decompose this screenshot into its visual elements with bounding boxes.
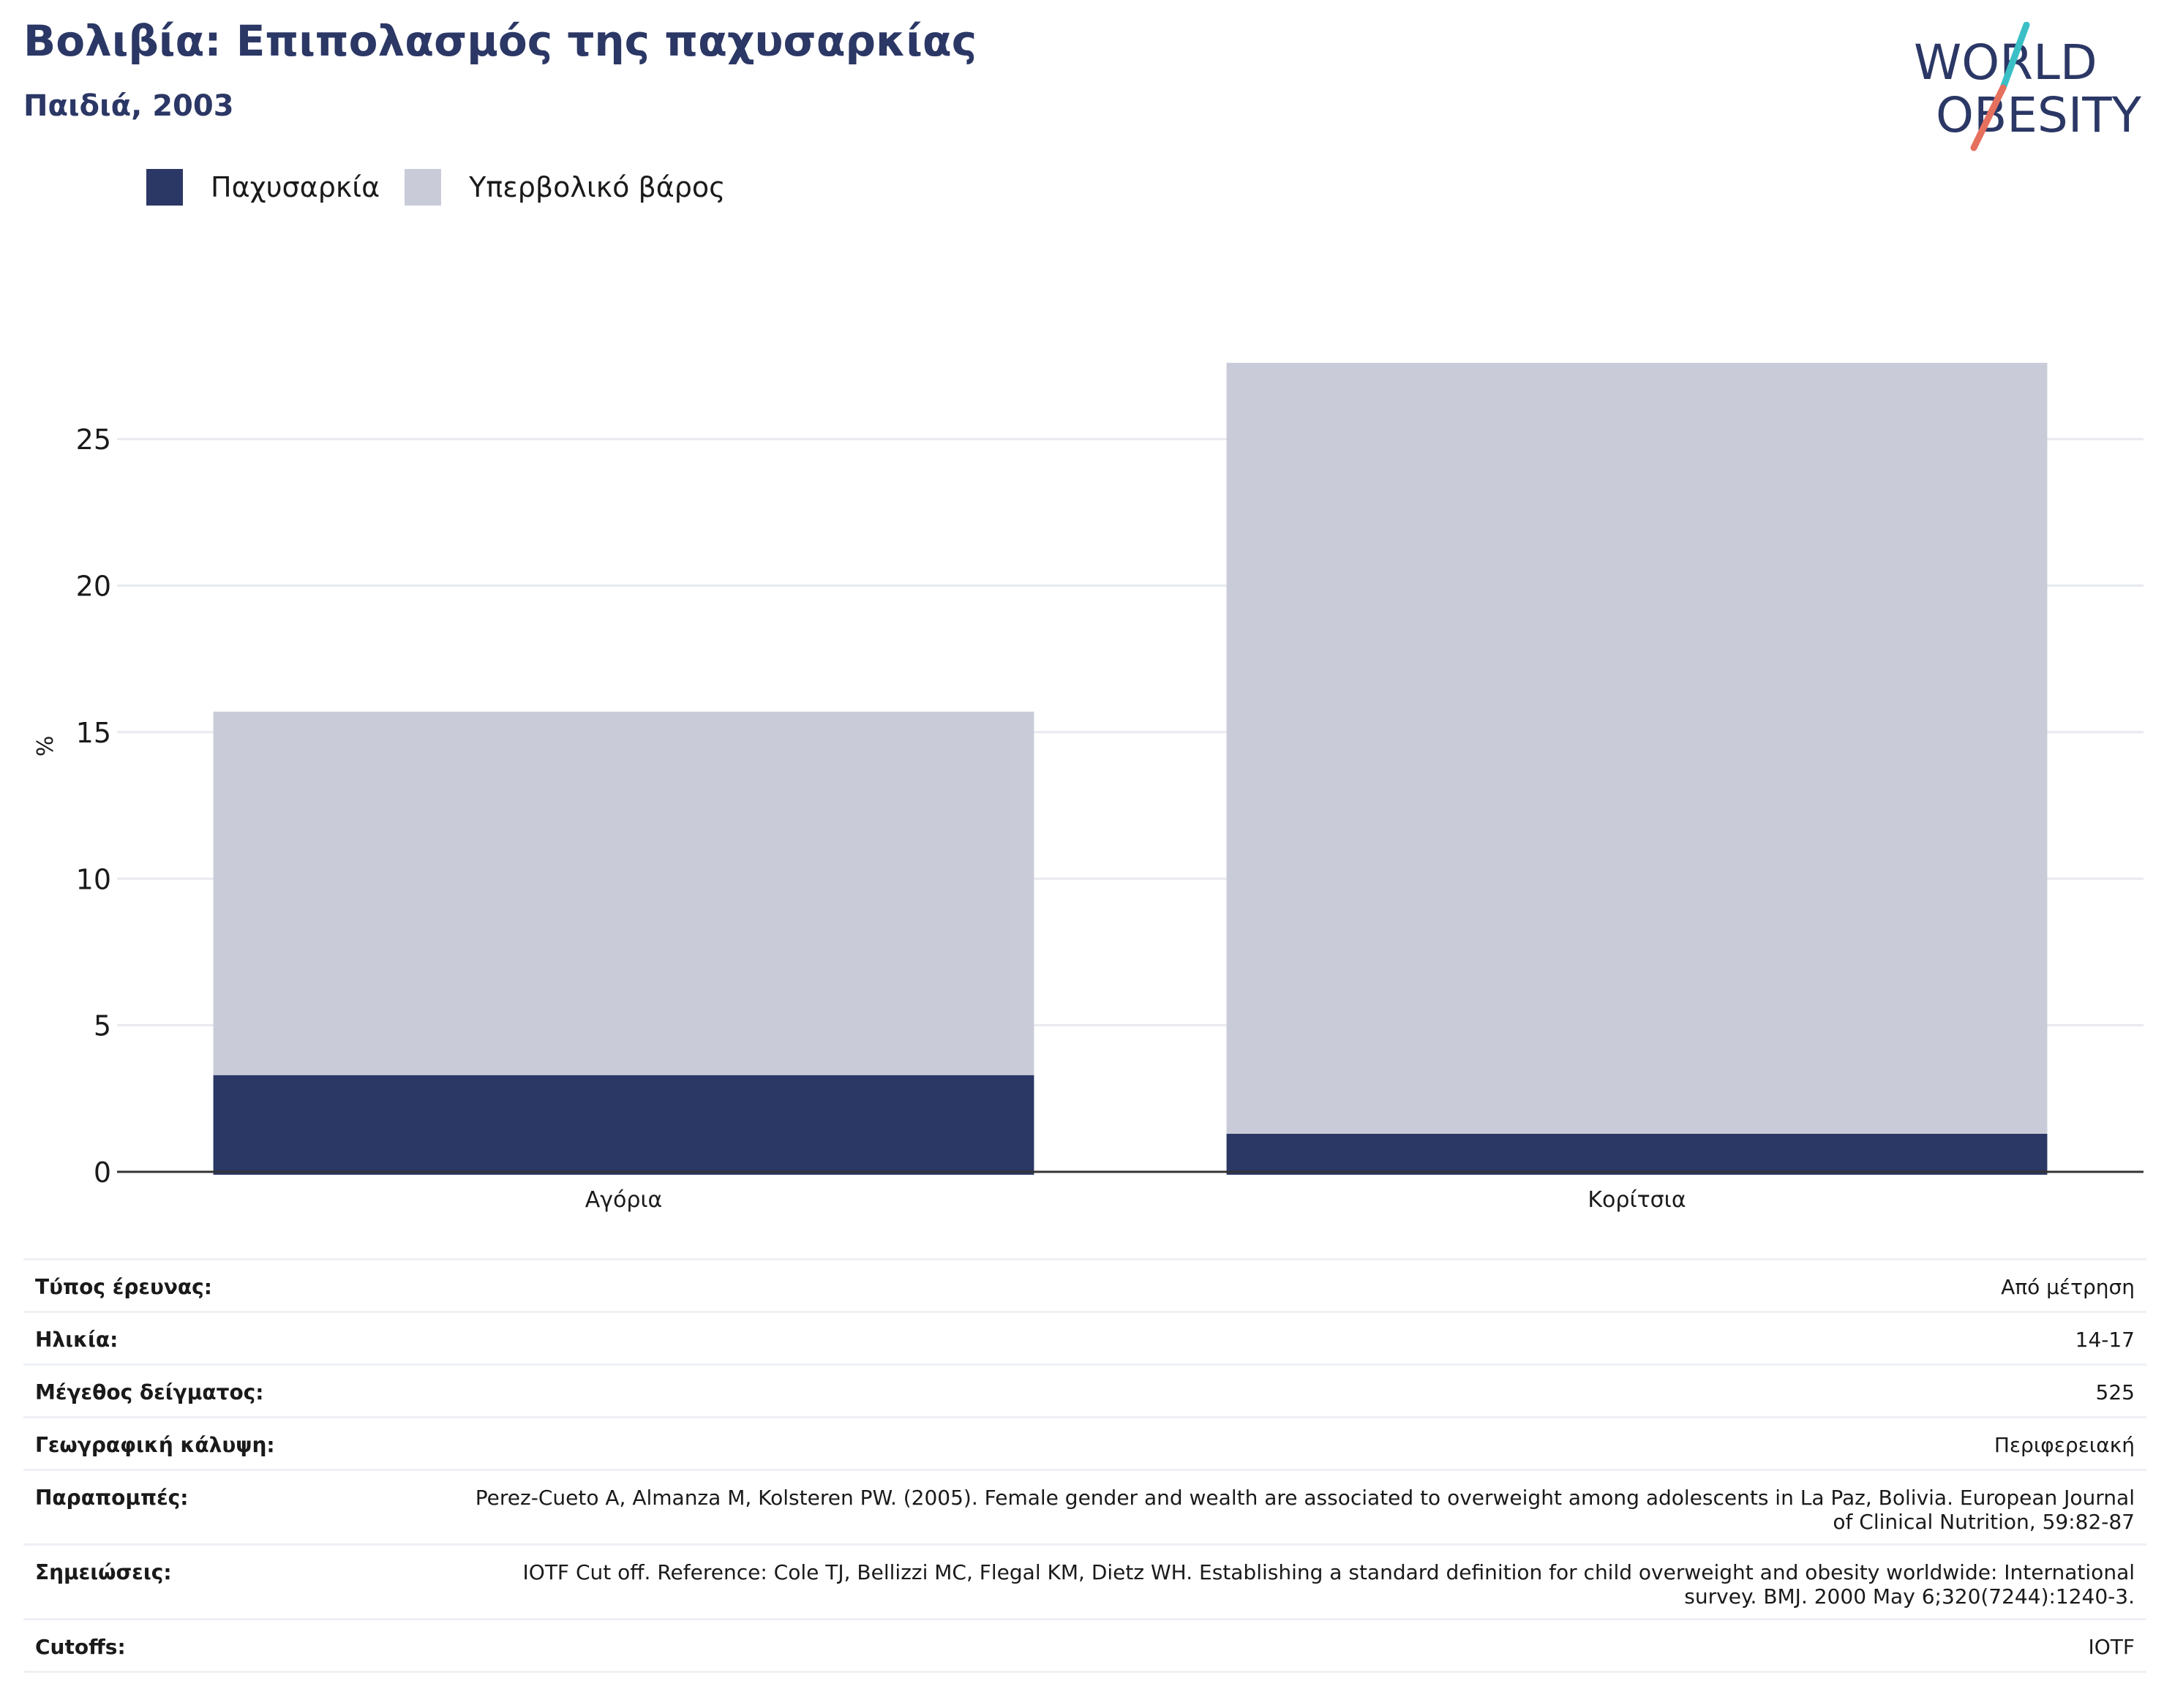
bar-overweight (1226, 363, 2048, 1134)
info-value: IOTF (2088, 1635, 2135, 1659)
bar-obesity (1226, 1133, 2048, 1175)
chart-legend: Παχυσαρκία Υπερβολικό βάρος (146, 167, 750, 208)
info-label: Τύπος έρευνας: (35, 1275, 212, 1299)
info-label: Μέγεθος δείγματος: (35, 1380, 264, 1404)
info-value: 14-17 (2075, 1328, 2135, 1352)
info-value: IOTF Cut off. Reference: Cole TJ, Belliz… (522, 1560, 2135, 1609)
y-tick-label: 0 (94, 1156, 111, 1189)
info-label: Σημειώσεις: (35, 1560, 172, 1584)
world-obesity-logo: WORLD OBESITY (1914, 22, 2142, 151)
legend-swatch-obesity (146, 169, 183, 206)
info-row-notes: Σημειώσεις: IOTF Cut off. Reference: Col… (23, 1546, 2146, 1620)
page-title: Βολιβία: Επιπολασμός της παχυσαρκίας (23, 16, 977, 66)
info-value: 525 (2095, 1380, 2135, 1404)
info-row-references: Παραπομπές: Perez-Cueto A, Almanza M, Ko… (23, 1471, 2146, 1546)
legend-label-obesity: Παχυσαρκία (211, 171, 380, 203)
y-tick-label: 5 (94, 1010, 111, 1042)
info-row-age: Ηλικία: 14-17 (23, 1313, 2146, 1366)
info-row-cutoffs: Cutoffs: IOTF (23, 1620, 2146, 1673)
legend-swatch-overweight (405, 169, 442, 206)
info-row-coverage: Γεωγραφική κάλυψη: Περιφερειακή (23, 1418, 2146, 1471)
info-value: Από μέτρηση (2001, 1275, 2135, 1299)
legend-item-obesity[interactable]: Παχυσαρκία (146, 169, 380, 206)
y-tick-label: 10 (76, 863, 111, 895)
page-subtitle: Παιδιά, 2003 (23, 89, 234, 123)
info-label: Cutoffs: (35, 1635, 126, 1659)
y-tick-label: 25 (76, 424, 111, 456)
legend-label-overweight: Υπερβολικό βάρος (469, 171, 726, 203)
stacked-bar-chart: 0 5 10 15 20 25% Αγόρια Κορίτσια (33, 363, 2144, 1213)
info-label: Γεωγραφική κάλυψη: (35, 1433, 275, 1457)
survey-info-table: Τύπος έρευνας: Από μέτρηση Ηλικία: 14-17… (23, 1258, 2146, 1673)
logo-word-obesity: OBESITY (1936, 87, 2142, 143)
info-label: Ηλικία: (35, 1328, 119, 1352)
x-tick-label: Αγόρια (585, 1187, 663, 1213)
info-value: Perez-Cueto A, Almanza M, Kolsteren PW. … (475, 1486, 2135, 1534)
info-row-survey-type: Τύπος έρευνας: Από μέτρηση (23, 1260, 2146, 1313)
info-label: Παραπομπές: (35, 1486, 189, 1510)
y-tick-label: 20 (76, 571, 111, 603)
legend-item-overweight[interactable]: Υπερβολικό βάρος (405, 169, 725, 206)
bar-overweight (213, 711, 1034, 1075)
y-tick-label: 15 (76, 717, 111, 749)
info-value: Περιφερειακή (1994, 1433, 2135, 1457)
logo-slash-bottom (1970, 84, 2007, 151)
x-tick-label: Κορίτσια (1588, 1187, 1686, 1213)
logo-slash-top (1999, 22, 2030, 91)
bar-obesity (213, 1075, 1034, 1175)
y-axis-label: % (33, 736, 59, 757)
info-row-sample-size: Μέγεθος δείγματος: 525 (23, 1366, 2146, 1418)
